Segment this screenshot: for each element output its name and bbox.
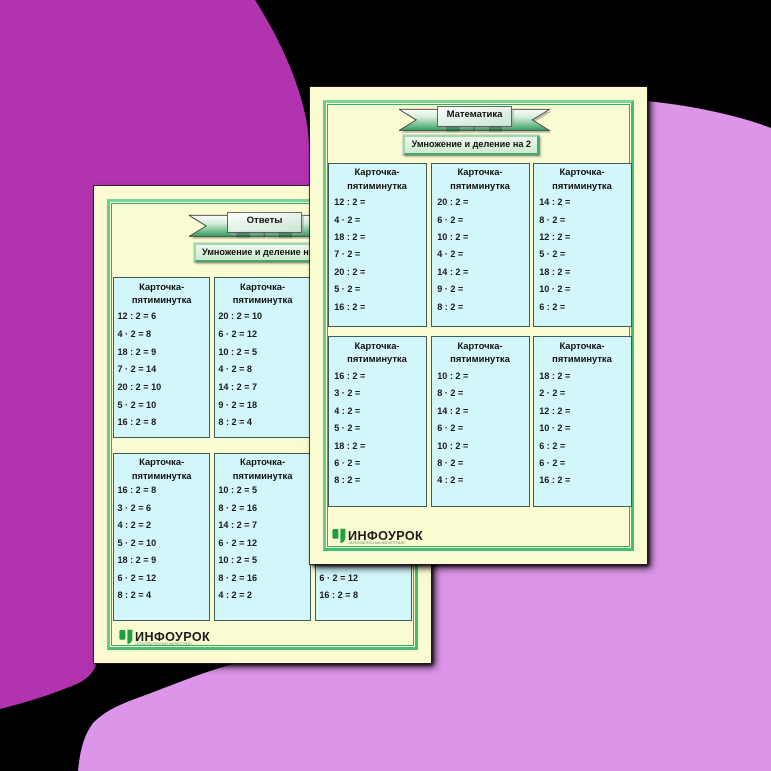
svg-text:ИНФОУРОК: ИНФОУРОК — [135, 630, 210, 644]
svg-text:Ответы: Ответы — [247, 215, 283, 226]
svg-text:Математика: Математика — [447, 109, 504, 120]
svg-text:ИНФОУРОК: ИНФОУРОК — [348, 529, 423, 543]
svg-text:ОБРАЗОВАТЕЛЬНЫЙ МАРКЕТПЛЕЙС: ОБРАЗОВАТЕЛЬНЫЙ МАРКЕТПЛЕЙС — [348, 541, 406, 545]
svg-text:ОБРАЗОВАТЕЛЬНЫЙ МАРКЕТПЛЕЙС: ОБРАЗОВАТЕЛЬНЫЙ МАРКЕТПЛЕЙС — [135, 642, 193, 646]
